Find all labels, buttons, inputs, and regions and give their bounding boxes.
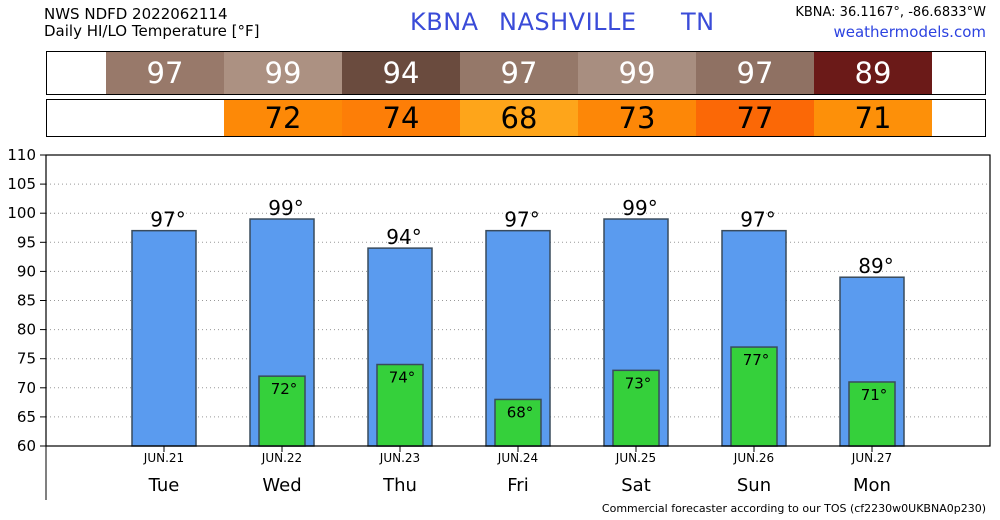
high-value-label: 97° (150, 208, 185, 232)
variable-title: Daily HI/LO Temperature [°F] (44, 22, 260, 40)
low-value-label: 71° (861, 386, 888, 404)
low-value-label: 77° (743, 351, 770, 369)
date-label: JUN.23 (379, 451, 420, 465)
y-tick-label: 65 (17, 408, 36, 426)
weekday-label: Sat (621, 475, 651, 496)
high-temp-cell: 99 (578, 52, 696, 94)
date-label: JUN.21 (143, 451, 184, 465)
low-value-label: 72° (271, 380, 298, 398)
high-value-label: 94° (386, 225, 421, 249)
product-title: NWS NDFD 2022062114 (44, 5, 228, 23)
state-code: TN (681, 8, 715, 36)
y-tick-label: 110 (7, 146, 36, 164)
low-bar (612, 369, 660, 447)
high-temperature-strip: 97 99 94 97 99 97 89 (46, 51, 986, 95)
low-bar (376, 363, 424, 447)
low-bar (494, 398, 542, 447)
low-bar (258, 375, 306, 447)
city-name: NASHVILLE (499, 8, 637, 36)
y-tick-label: 85 (17, 292, 36, 310)
date-label: JUN.24 (497, 451, 538, 465)
high-value-label: 89° (858, 254, 893, 278)
station-coordinates: KBNA: 36.1167°, -86.6833°W (795, 5, 986, 20)
low-temp-cell: 74 (342, 100, 460, 136)
footer-note: Commercial forecaster according to our T… (601, 502, 986, 515)
date-label: JUN.25 (615, 451, 656, 465)
site-link[interactable]: weathermodels.com (833, 23, 986, 41)
weekday-label: Mon (853, 475, 891, 496)
date-label: JUN.22 (261, 451, 302, 465)
low-temp-cell: 71 (814, 100, 932, 136)
low-temperature-strip: 72 74 68 73 77 71 (46, 99, 986, 137)
weekday-label: Sun (737, 475, 771, 496)
y-tick-label: 75 (17, 350, 36, 368)
y-tick-label: 100 (7, 204, 36, 222)
y-tick-label: 90 (17, 262, 36, 280)
weekday-label: Wed (262, 475, 301, 496)
low-temp-cell: 68 (460, 100, 578, 136)
temperature-chart: 60 65 70 75 80 85 90 95 100 105 110 97° 99° 94° 97° 99°… (7, 146, 991, 500)
low-bar (730, 346, 778, 447)
high-temp-cell: 89 (814, 52, 932, 94)
y-tick-label: 95 (17, 233, 36, 251)
weekday-label: Tue (148, 475, 180, 496)
low-temp-cell: 73 (578, 100, 696, 136)
low-value-label: 73° (625, 374, 652, 392)
high-temp-cell: 97 (106, 52, 224, 94)
high-value-label: 99° (622, 196, 657, 220)
high-temp-cell: 99 (224, 52, 342, 94)
low-temp-cell: 77 (696, 100, 814, 136)
high-value-label: 97° (504, 208, 539, 232)
date-label: JUN.26 (733, 451, 774, 465)
weekday-label: Fri (507, 475, 528, 496)
date-label: JUN.27 (851, 451, 892, 465)
y-tick-label: 105 (7, 175, 36, 193)
high-value-label: 99° (268, 196, 303, 220)
station-id: KBNA (410, 8, 479, 36)
low-temp-cell: 72 (224, 100, 342, 136)
y-tick-label: 80 (17, 321, 36, 339)
high-temp-cell: 97 (460, 52, 578, 94)
high-value-label: 97° (740, 208, 775, 232)
low-value-label: 68° (507, 403, 534, 421)
high-temp-cell: 94 (342, 52, 460, 94)
y-tick-label: 60 (17, 437, 36, 455)
high-bar (131, 229, 197, 447)
high-temp-cell: 97 (696, 52, 814, 94)
weekday-label: Thu (382, 475, 417, 496)
low-value-label: 74° (389, 369, 416, 387)
y-tick-label: 70 (17, 379, 36, 397)
